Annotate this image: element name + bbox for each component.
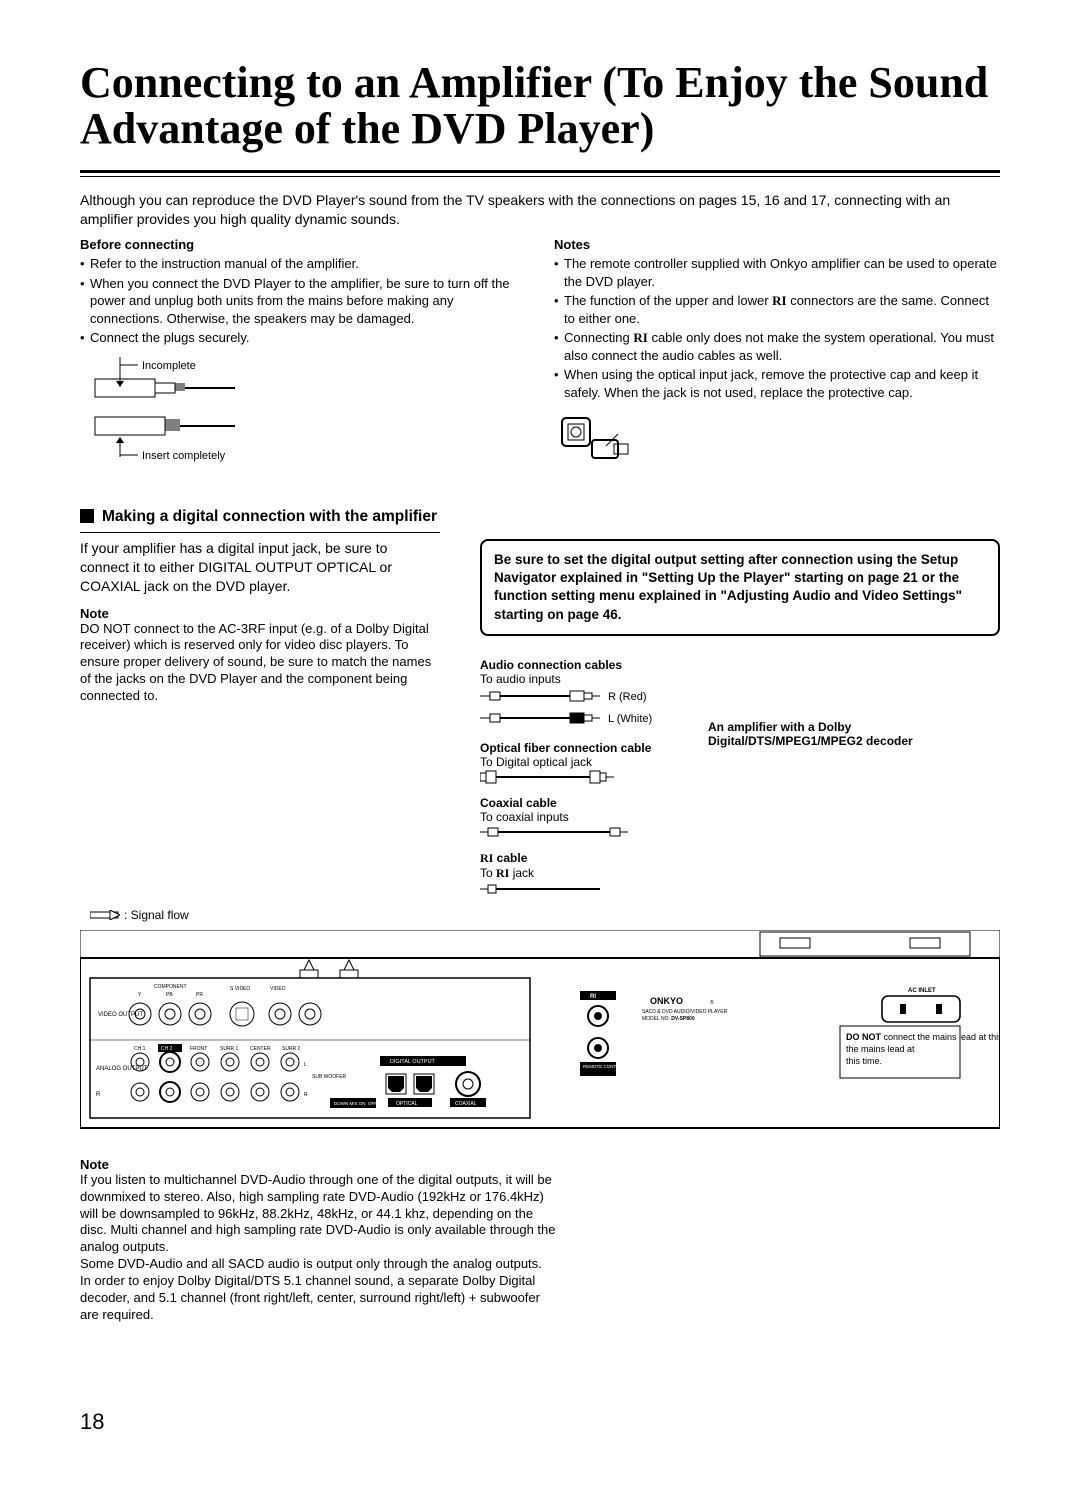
svg-text:the mains lead at: the mains lead at [846, 1044, 915, 1054]
svg-text:DO NOT connect the mains lead: DO NOT connect the mains lead at this ti… [846, 1032, 1000, 1042]
notes-list: The remote controller supplied with Onky… [554, 255, 1000, 401]
bottom-note-head: Note [80, 1157, 560, 1172]
title-rule-thin [80, 176, 1000, 177]
amp-box-label: An amplifier with a Dolby Digital/DTS/MP… [708, 720, 1000, 749]
section-body: If your amplifier has a digital input ja… [80, 539, 440, 596]
svg-text:SURR 1: SURR 1 [220, 1046, 239, 1052]
svg-text:L: L [304, 1062, 307, 1068]
title-rule-thick [80, 170, 1000, 173]
svg-text:PR: PR [196, 992, 203, 998]
notes-head: Notes [554, 237, 1000, 252]
signal-flow-legend: : Signal flow [90, 908, 1000, 922]
optical-cap-icon [554, 410, 644, 480]
connection-diagram: VIDEO OUTPUT COMPONENT Y PB PR S VIDEO V… [80, 930, 1000, 1135]
before-connecting-head: Before connecting [80, 237, 526, 252]
svg-text:SUB WOOFER: SUB WOOFER [312, 1074, 347, 1080]
before-item: Refer to the instruction manual of the a… [80, 255, 526, 273]
optical-cable-to: To Digital optical jack [480, 755, 690, 769]
svg-text:FRONT: FRONT [190, 1046, 207, 1052]
svg-text:MODEL NO. DV-SP800: MODEL NO. DV-SP800 [642, 1016, 695, 1022]
svg-text:L (White): L (White) [608, 713, 652, 725]
svg-text:S VIDEO: S VIDEO [230, 986, 250, 992]
svg-text:RI: RI [590, 994, 596, 1000]
svg-text:this time.: this time. [846, 1056, 882, 1066]
svg-text:ONKYO: ONKYO [650, 996, 683, 1006]
note-item: Connecting RI cable only does not make t… [554, 329, 1000, 364]
svg-text:SACD & DVD AUDIO/VIDEO PLAYER: SACD & DVD AUDIO/VIDEO PLAYER [642, 1009, 728, 1015]
intro-text: Although you can reproduce the DVD Playe… [80, 191, 1000, 229]
audio-cables-to: To audio inputs [480, 672, 690, 686]
audio-cables-head: Audio connection cables [480, 658, 690, 672]
svg-text:SURR 2: SURR 2 [282, 1046, 301, 1052]
ri-cable-head: RI cable [480, 851, 690, 866]
optical-cable-head: Optical fiber connection cable [480, 741, 690, 755]
svg-text:DIGITAL OUTPUT: DIGITAL OUTPUT [390, 1059, 436, 1065]
coax-cable-icon [480, 824, 660, 840]
note-item: When using the optical input jack, remov… [554, 366, 1000, 401]
svg-text:CH 1: CH 1 [134, 1046, 146, 1052]
incomplete-label: Incomplete [142, 360, 196, 372]
bottom-note-p1: If you listen to multichannel DVD-Audio … [80, 1172, 560, 1256]
page-number: 18 [80, 1409, 104, 1435]
note-item: The function of the upper and lower RI c… [554, 292, 1000, 327]
svg-text:AC INLET: AC INLET [908, 988, 936, 994]
callout-box: Be sure to set the digital output settin… [480, 539, 1000, 636]
ri-icon: RI [772, 293, 786, 308]
svg-text:R (Red): R (Red) [608, 691, 647, 703]
note-item: The remote controller supplied with Onky… [554, 255, 1000, 290]
svg-text:R: R [96, 1092, 101, 1098]
insert-label: Insert completely [142, 450, 226, 462]
coax-cable-head: Coaxial cable [480, 796, 690, 810]
before-item: When you connect the DVD Player to the a… [80, 275, 526, 328]
plug-insertion-diagram: Incomplete [80, 357, 526, 472]
ri-icon: RI [633, 330, 647, 345]
bottom-note-p2: Some DVD-Audio and all SACD audio is out… [80, 1256, 560, 1273]
section-note-head: Note [80, 606, 440, 621]
svg-text:DOWN MIX ON OFF: DOWN MIX ON OFF [334, 1101, 377, 1106]
svg-text:OPTICAL: OPTICAL [396, 1101, 418, 1107]
rca-cable-icon: R (Red) L (White) [480, 686, 690, 730]
section-note-body: DO NOT connect to the AC-3RF input (e.g.… [80, 621, 440, 705]
svg-text:COMPONENT: COMPONENT [154, 984, 187, 990]
page-title: Connecting to an Amplifier (To Enjoy the… [80, 60, 1000, 152]
bottom-note-p3: In order to enjoy Dolby Digital/DTS 5.1 … [80, 1273, 560, 1324]
svg-text:®: ® [710, 999, 714, 1006]
svg-text:VIDEO: VIDEO [270, 986, 286, 992]
svg-text:PB: PB [166, 992, 173, 998]
svg-text:REMOTE CONTROL: REMOTE CONTROL [583, 1064, 626, 1069]
svg-text:COAXIAL: COAXIAL [455, 1101, 477, 1107]
before-item: Connect the plugs securely. [80, 329, 526, 347]
section-underline [80, 532, 440, 533]
svg-text:CENTER: CENTER [250, 1046, 271, 1052]
optical-cable-icon [480, 769, 660, 785]
coax-cable-to: To coaxial inputs [480, 810, 690, 824]
svg-text:R: R [304, 1092, 308, 1098]
ri-cable-to: To RI jack [480, 866, 690, 881]
section-head: Making a digital connection with the amp… [80, 507, 440, 532]
ri-cable-icon [480, 881, 660, 897]
before-connecting-list: Refer to the instruction manual of the a… [80, 255, 526, 347]
